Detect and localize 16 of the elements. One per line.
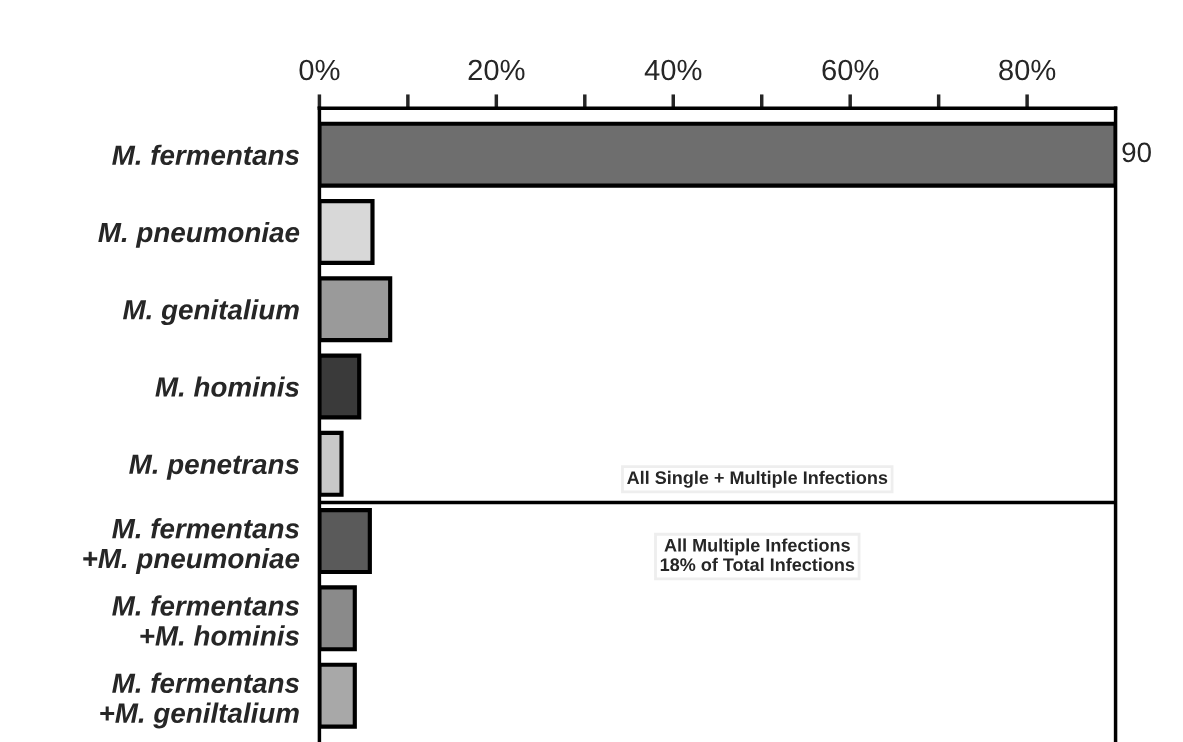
x-tick-label: 40% [644,59,702,81]
y-tick-label: M. fermentans [112,144,300,166]
y-tick-label: M. fermentans +M. hominis [112,595,300,646]
y-tick-label: M. penetrans [129,454,300,480]
y-tick-label: M. pneumoniae [98,221,300,248]
y-tick-label: M. hominis [155,376,300,397]
x-tick-label: 60% [822,59,879,81]
annotation: All Multiple Infections 18% of Total Infections [660,538,855,572]
y-tick-label: M. genitalium [122,299,299,326]
y-tick-label: M. fermentans +M. geniltalium [100,672,300,729]
x-tick-label: 0% [299,59,340,81]
x-tick-label: 80% [999,59,1056,81]
data-label: 90 [1122,142,1151,163]
annotation: All Single + Multiple Infections [627,470,888,488]
x-tick-label: 20% [468,59,525,81]
y-tick-label: M. fermentans +M. pneumoniae [83,518,300,574]
